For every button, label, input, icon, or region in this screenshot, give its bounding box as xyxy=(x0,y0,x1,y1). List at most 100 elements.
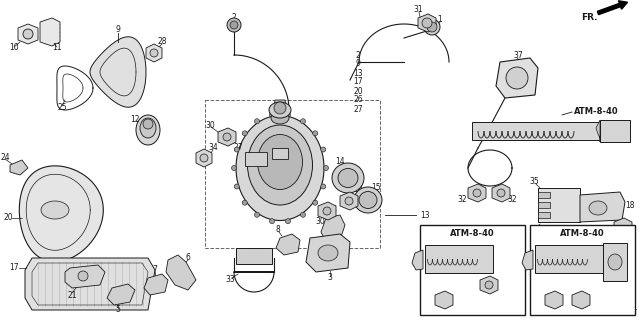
Text: 1: 1 xyxy=(438,16,442,25)
Text: 30: 30 xyxy=(315,218,325,226)
Polygon shape xyxy=(318,202,336,220)
Ellipse shape xyxy=(338,168,358,188)
Text: 29: 29 xyxy=(353,186,363,195)
Ellipse shape xyxy=(318,245,338,261)
Ellipse shape xyxy=(257,135,303,189)
Polygon shape xyxy=(418,14,436,32)
Text: 17: 17 xyxy=(353,78,363,86)
Circle shape xyxy=(345,197,353,205)
Text: 3: 3 xyxy=(328,273,332,283)
Bar xyxy=(538,202,550,208)
Ellipse shape xyxy=(248,125,312,205)
Text: 35: 35 xyxy=(430,308,440,316)
Text: 4: 4 xyxy=(332,205,337,214)
Circle shape xyxy=(230,21,238,29)
Text: 2: 2 xyxy=(356,50,360,60)
Polygon shape xyxy=(468,184,486,202)
Ellipse shape xyxy=(236,115,324,220)
Polygon shape xyxy=(492,184,510,202)
Polygon shape xyxy=(272,100,288,120)
Text: 10: 10 xyxy=(9,43,19,53)
Text: 37: 37 xyxy=(513,51,523,61)
Text: 9: 9 xyxy=(356,60,360,69)
Circle shape xyxy=(323,166,328,170)
Bar xyxy=(538,192,550,198)
Bar xyxy=(236,248,272,264)
Circle shape xyxy=(269,112,275,117)
Text: 12: 12 xyxy=(131,115,140,124)
Text: 35: 35 xyxy=(529,177,539,187)
Polygon shape xyxy=(144,274,168,295)
Polygon shape xyxy=(522,250,533,270)
Text: 30: 30 xyxy=(205,121,215,130)
Text: 6: 6 xyxy=(186,254,191,263)
Circle shape xyxy=(23,29,33,39)
Text: 8: 8 xyxy=(276,226,280,234)
Text: 35: 35 xyxy=(540,308,550,316)
Ellipse shape xyxy=(332,163,364,193)
Polygon shape xyxy=(538,188,580,222)
Text: 27: 27 xyxy=(233,143,243,152)
Circle shape xyxy=(274,102,286,114)
Polygon shape xyxy=(614,218,632,236)
Ellipse shape xyxy=(271,112,289,124)
Circle shape xyxy=(255,212,259,217)
Text: 20: 20 xyxy=(353,86,363,95)
Polygon shape xyxy=(435,291,453,309)
Text: SWA4B3500C: SWA4B3500C xyxy=(590,309,638,315)
Ellipse shape xyxy=(143,119,153,129)
Circle shape xyxy=(227,18,241,32)
Circle shape xyxy=(223,133,231,141)
FancyArrow shape xyxy=(597,1,627,15)
Ellipse shape xyxy=(354,187,382,213)
Text: 32: 32 xyxy=(457,196,467,204)
Bar xyxy=(420,225,525,315)
Text: 11: 11 xyxy=(52,43,61,53)
Polygon shape xyxy=(40,18,60,46)
Text: 14: 14 xyxy=(335,158,345,167)
Text: 13: 13 xyxy=(420,211,429,219)
Polygon shape xyxy=(218,128,236,146)
Polygon shape xyxy=(306,234,350,272)
Bar xyxy=(245,152,267,166)
Text: 35: 35 xyxy=(567,308,577,316)
Ellipse shape xyxy=(359,191,377,209)
Circle shape xyxy=(234,184,239,189)
Circle shape xyxy=(243,200,247,205)
Circle shape xyxy=(285,112,291,117)
Circle shape xyxy=(301,212,305,217)
Circle shape xyxy=(78,271,88,281)
Ellipse shape xyxy=(136,115,160,145)
Bar xyxy=(425,245,493,273)
Text: 25: 25 xyxy=(57,103,67,113)
Polygon shape xyxy=(107,284,135,305)
Text: 7: 7 xyxy=(152,265,157,275)
Polygon shape xyxy=(65,265,105,288)
Text: 19: 19 xyxy=(620,234,630,242)
Circle shape xyxy=(427,22,437,32)
Ellipse shape xyxy=(506,67,528,89)
Polygon shape xyxy=(18,24,38,44)
Polygon shape xyxy=(146,44,162,62)
Text: 34: 34 xyxy=(208,144,218,152)
Polygon shape xyxy=(90,37,146,107)
Polygon shape xyxy=(412,250,423,270)
Polygon shape xyxy=(10,160,28,175)
Polygon shape xyxy=(196,149,212,167)
Polygon shape xyxy=(545,291,563,309)
Bar xyxy=(600,120,630,142)
Ellipse shape xyxy=(269,102,291,118)
Ellipse shape xyxy=(608,254,622,270)
Text: ATM-8-40: ATM-8-40 xyxy=(574,108,619,116)
Text: 2: 2 xyxy=(232,13,236,23)
Polygon shape xyxy=(19,166,103,262)
Polygon shape xyxy=(496,58,538,98)
Text: 15: 15 xyxy=(371,183,381,192)
Text: ATM-8-40: ATM-8-40 xyxy=(560,228,605,238)
Text: 31: 31 xyxy=(413,5,423,14)
Polygon shape xyxy=(340,192,358,210)
Circle shape xyxy=(150,49,158,57)
Text: 27: 27 xyxy=(353,105,363,114)
Ellipse shape xyxy=(589,201,607,215)
Circle shape xyxy=(424,19,440,35)
